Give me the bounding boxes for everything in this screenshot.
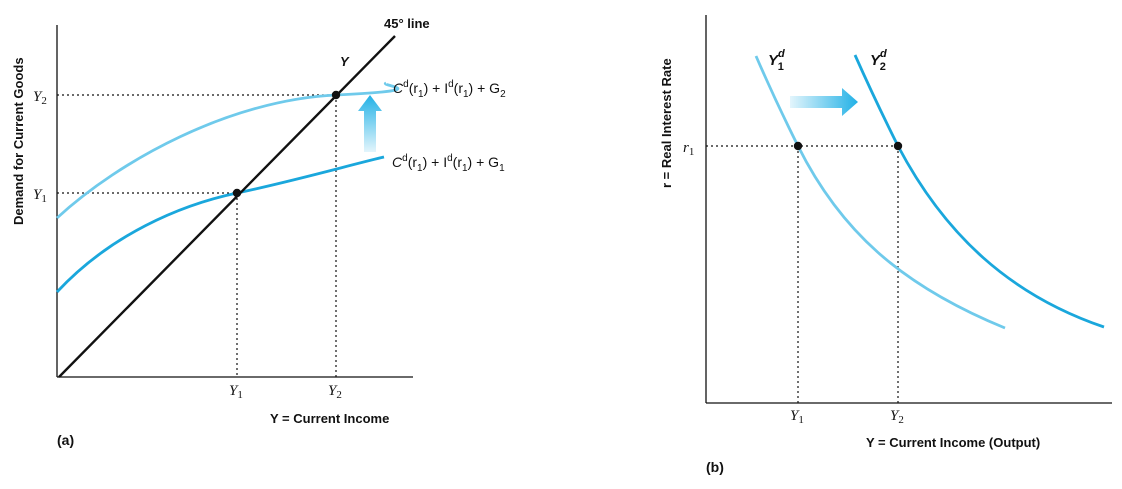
panel-a-curve-g2 [56, 81, 400, 220]
panel-a-equilibrium-point-1 [232, 188, 242, 198]
panel-b-y-axis-title: r = Real Interest Rate [659, 58, 674, 188]
panel-a-y-tick-y1: Y1 [33, 187, 47, 205]
panel-b-curve-y1d-label: Yd 1 [768, 48, 785, 73]
panel-b-curve-y2d [853, 54, 1105, 329]
panel-a-45-degree-line [58, 35, 396, 378]
panel-b-x-tick-y1: Y1 [790, 408, 804, 426]
panel-b-x-tick-y2: Y2 [890, 408, 904, 426]
panel-a-up-arrow [358, 95, 382, 152]
panel-b-curve-y1d [754, 55, 1006, 330]
panel-a-label: (a) [57, 432, 74, 448]
panel-a-equilibrium-point-2 [331, 90, 341, 100]
panel-a-curve-g2-label: Cd(r1) + Id(r1) + G2 [393, 79, 506, 100]
panel-b-curve-y2d-label: Yd 2 [870, 48, 887, 73]
panel-a-curve-g1-label: Cd(r1) + Id(r1) + G1 [392, 153, 505, 174]
panel-a-45-line-point-label: Y [340, 54, 350, 69]
panel-b-x-axis-title: Y = Current Income (Output) [866, 435, 1040, 450]
panel-b: Yd 1 Yd 2 r1 Y1 Y2 Y = Current Income (Out… [659, 15, 1112, 475]
panel-a-x-axis-title: Y = Current Income [270, 411, 389, 426]
panel-b-right-arrow [790, 88, 858, 116]
panel-a-x-tick-y1: Y1 [229, 383, 243, 401]
panel-b-y-tick-r1: r1 [683, 140, 694, 158]
panel-a-curve-g1 [55, 155, 385, 293]
panel-b-label: (b) [706, 459, 724, 475]
panel-a-y-axis-title: Demand for Current Goods [11, 57, 26, 225]
panel-a-y-tick-y2: Y2 [33, 89, 47, 107]
panel-a-45-line-label: 45° line [384, 16, 430, 31]
panel-b-point-y1 [793, 141, 803, 151]
panel-b-point-y2 [893, 141, 903, 151]
panel-a-x-tick-y2: Y2 [328, 383, 342, 401]
panel-a: 45° line Y Cd(r1) + Id(r1) + G2 Cd(r1) +… [11, 16, 506, 448]
